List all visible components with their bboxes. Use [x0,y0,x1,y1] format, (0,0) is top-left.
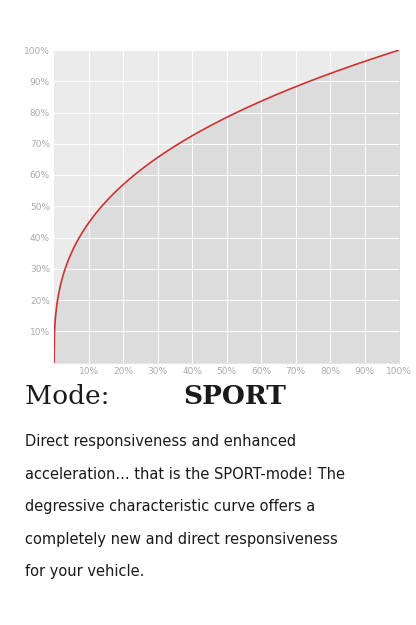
Text: degressive characteristic curve offers a: degressive characteristic curve offers a [25,499,315,514]
Text: for your vehicle.: for your vehicle. [25,564,144,579]
Text: completely new and direct responsiveness: completely new and direct responsiveness [25,532,338,547]
Text: acceleration... that is the SPORT-mode! The: acceleration... that is the SPORT-mode! … [25,467,345,482]
Text: Direct responsiveness and enhanced: Direct responsiveness and enhanced [25,434,296,449]
Text: SPORT: SPORT [183,384,286,409]
Text: Mode:: Mode: [25,384,118,409]
